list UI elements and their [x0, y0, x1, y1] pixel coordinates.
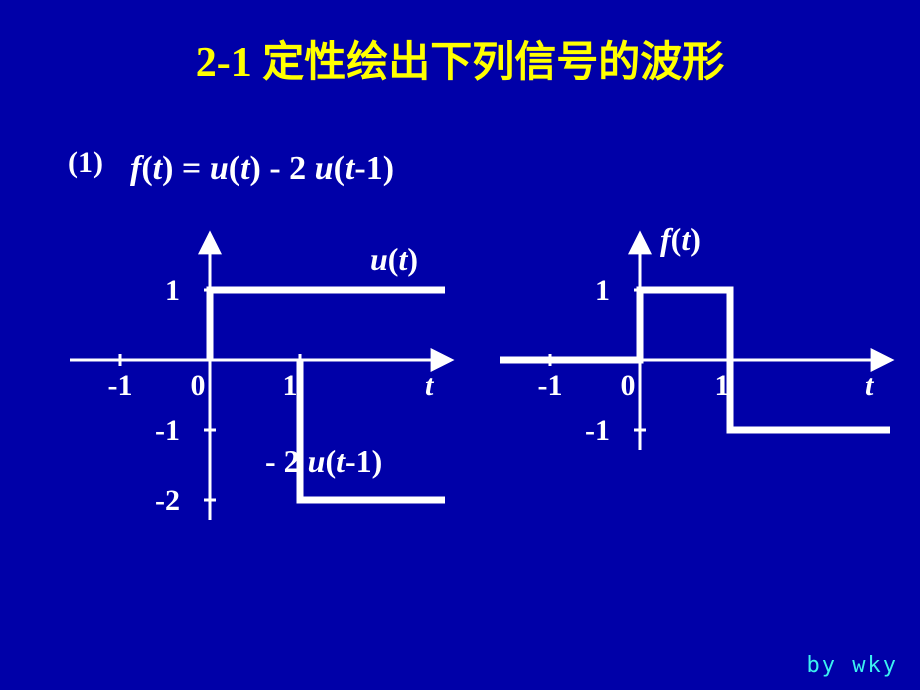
right-xlabel-neg1: -1 [538, 369, 563, 402]
problem-number: (1) [68, 146, 103, 180]
left-ylabel-neg2: -2 [155, 484, 180, 517]
right-xlabel-0: 0 [621, 369, 636, 402]
slide-title: 2-1 定性绘出下列信号的波形 [0, 28, 920, 89]
left-ylabel-1: 1 [165, 274, 180, 307]
right-graph: 1 -1 -1 0 1 t f(t) [500, 221, 890, 450]
left-xlabel-neg1: -1 [108, 369, 133, 402]
graphs-area: 1 -1 -2 -1 0 1 t u(t) - 2 u(t-1) [30, 210, 900, 570]
equation: f(t) = u(t) - 2 u(t-1) [130, 150, 394, 188]
left-curve-neg2u [300, 360, 445, 500]
left-ylabel-neg1: -1 [155, 414, 180, 447]
graphs-svg: 1 -1 -2 -1 0 1 t u(t) - 2 u(t-1) [30, 210, 900, 570]
right-ft-label: f(t) [660, 221, 701, 257]
right-xlabel-1: 1 [715, 369, 730, 402]
right-ylabel-neg1: -1 [585, 414, 610, 447]
right-x-axis-label: t [865, 369, 875, 402]
left-xlabel-1: 1 [283, 369, 298, 402]
left-xlabel-0: 0 [191, 369, 206, 402]
byline: by wky [807, 653, 898, 678]
left-neg2u-label: - 2 u(t-1) [265, 443, 382, 479]
left-ut-label: u(t) [370, 241, 418, 277]
right-ylabel-1: 1 [595, 274, 610, 307]
slide: 2-1 定性绘出下列信号的波形 (1) f(t) = u(t) - 2 u(t-… [0, 0, 920, 690]
left-graph: 1 -1 -2 -1 0 1 t u(t) - 2 u(t-1) [70, 240, 445, 520]
left-x-axis-label: t [425, 369, 435, 402]
left-curve-ut [210, 290, 445, 360]
